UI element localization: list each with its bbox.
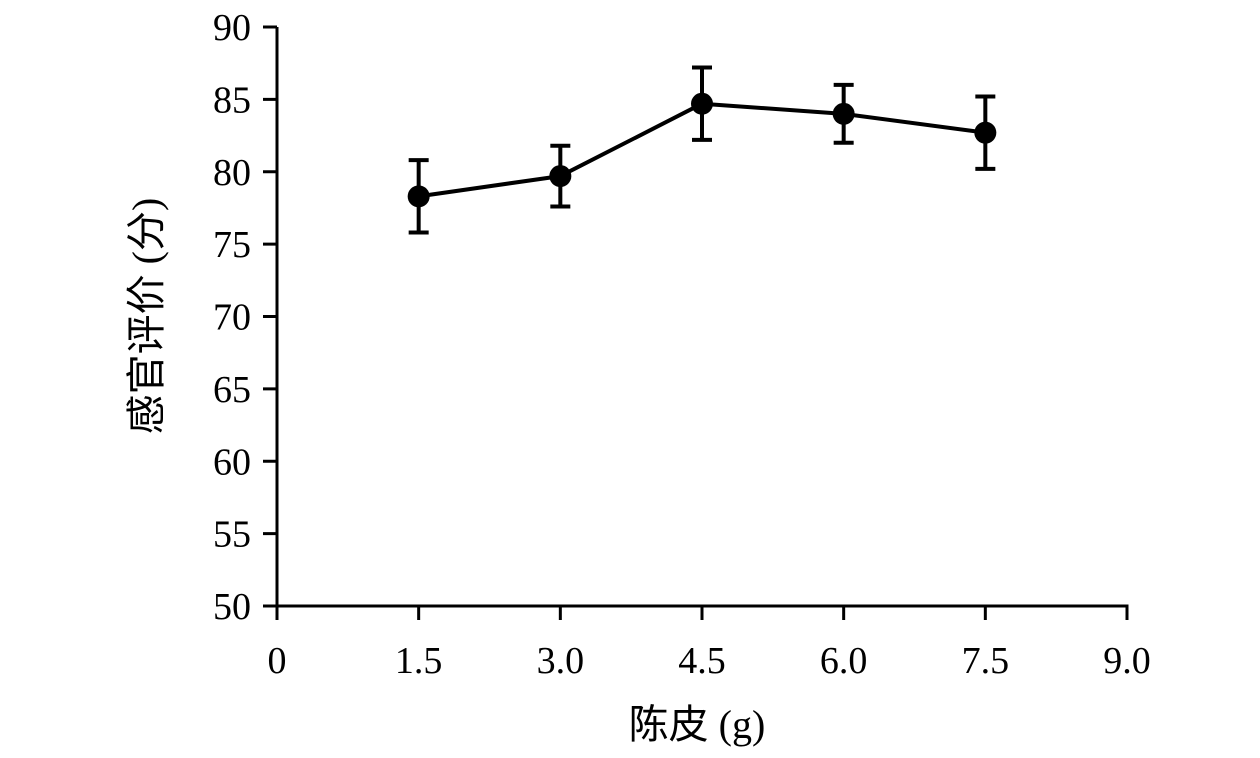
y-tick-label: 75 xyxy=(213,224,251,266)
series xyxy=(407,65,997,235)
x-tick-label: 3.0 xyxy=(537,640,585,682)
data-point xyxy=(549,165,572,188)
y-tick-label: 65 xyxy=(213,369,251,411)
x-tick-label: 6.0 xyxy=(820,640,868,682)
y-tick-label: 55 xyxy=(213,514,251,556)
x-tick-label: 9.0 xyxy=(1103,640,1151,682)
x-tick-label: 0 xyxy=(268,640,287,682)
axis-titles: 陈皮 (g) 感官评价 (分) xyxy=(124,198,765,747)
x-axis-title: 陈皮 (g) xyxy=(629,702,766,747)
y-tick-label: 50 xyxy=(213,586,251,628)
x-tick-label: 7.5 xyxy=(962,640,1010,682)
data-point xyxy=(691,92,713,115)
x-tick-label: 4.5 xyxy=(678,640,726,682)
data-point xyxy=(832,102,855,125)
y-axis-title: 感官评价 (分) xyxy=(124,198,169,435)
data-point xyxy=(974,121,997,144)
y-tick-label: 80 xyxy=(213,152,251,194)
y-tick-label: 85 xyxy=(213,79,251,121)
ticks: 50 55 60 65 70 75 80 85 90 0 1.5 3.0 4.5 6.0 7.5 9.0 xyxy=(213,7,1151,682)
data-point xyxy=(407,185,430,208)
y-tick-label: 90 xyxy=(213,7,251,49)
x-tick-label: 1.5 xyxy=(395,640,443,682)
y-tick-label: 70 xyxy=(213,297,251,339)
y-tick-label: 60 xyxy=(213,441,251,483)
